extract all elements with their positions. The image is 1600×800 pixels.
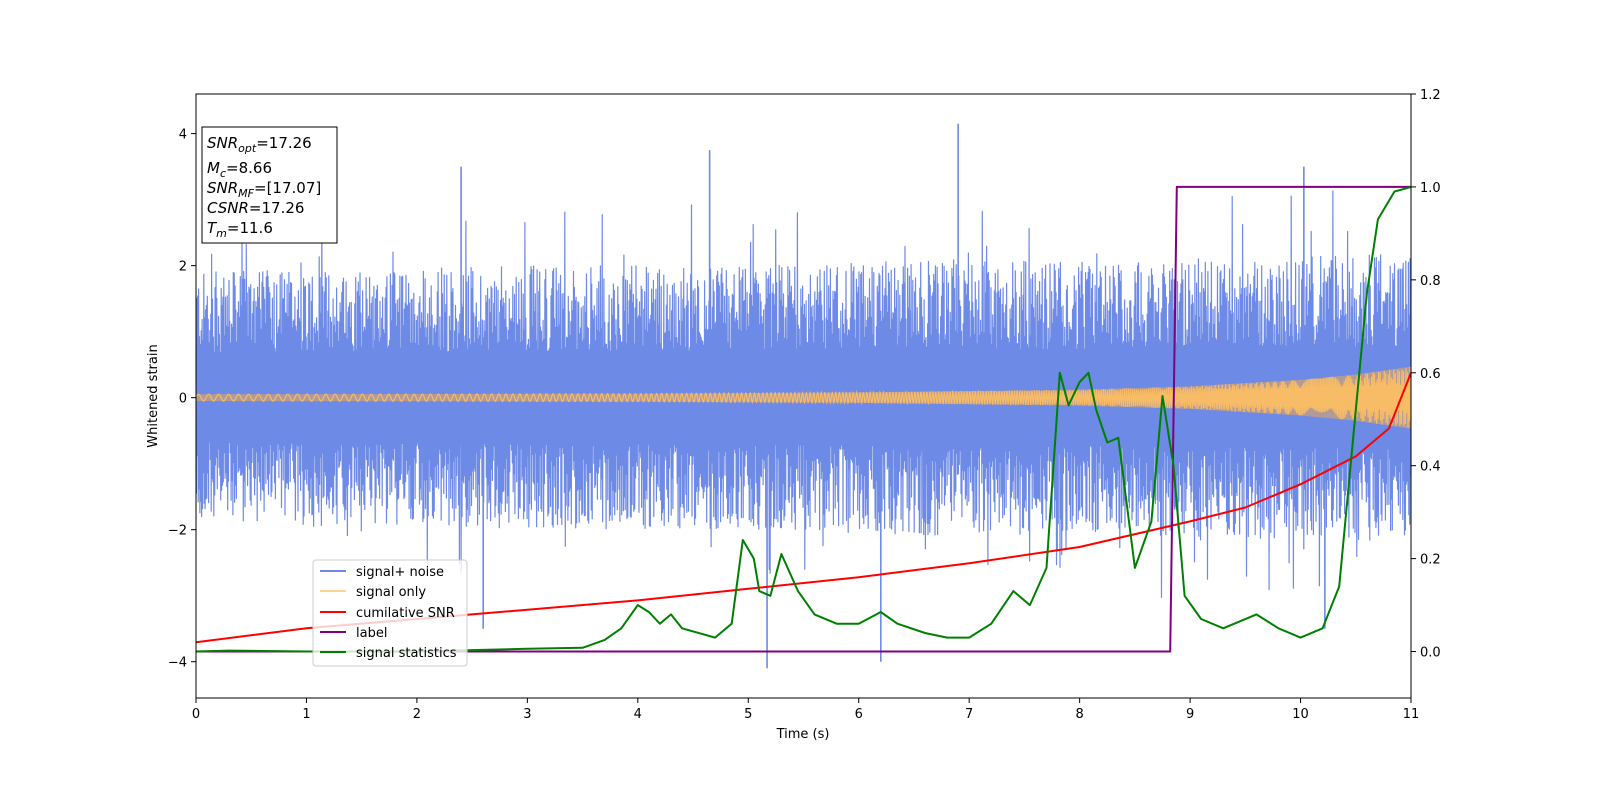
x-tick-label-0: 0 xyxy=(192,707,200,722)
legend-label-cumulative: cumilative SNR xyxy=(356,606,455,621)
series-label xyxy=(196,185,1411,653)
info-tm: Tm=11.6 xyxy=(207,219,273,240)
legend-label-signal: signal only xyxy=(356,585,426,600)
info-mc-sub: c xyxy=(220,167,226,180)
y-tick-label-4: 4 xyxy=(179,128,187,143)
x-tick-label-8: 8 xyxy=(1075,707,1083,722)
legend: signal+ noise signal only cumilative SNR… xyxy=(312,559,468,667)
info-csnr: CSNR=17.26 xyxy=(207,199,304,217)
info-snr-mf-main: SNR xyxy=(207,179,238,197)
info-tm-sub: m xyxy=(216,227,227,240)
x-tick-label-7: 7 xyxy=(965,707,973,722)
legend-label-label: label xyxy=(356,626,387,641)
info-mc: Mc=8.66 xyxy=(207,159,272,180)
legend-frame xyxy=(312,559,468,667)
x-tick-label-4: 4 xyxy=(634,707,642,722)
series-signal-statistics xyxy=(196,185,1411,653)
info-tm-main: T xyxy=(207,219,218,237)
info-snr-mf-value: =[17.07] xyxy=(254,179,321,197)
y-axis-title: Whitened strain xyxy=(146,344,161,447)
x-tick-label-11: 11 xyxy=(1403,707,1420,722)
y-right-tick-label-6: 1.2 xyxy=(1420,88,1441,103)
y-right-tick-label-0: 0.0 xyxy=(1420,646,1441,661)
x-tick-label-1: 1 xyxy=(302,707,310,722)
y-right-tick-label-1: 0.2 xyxy=(1420,553,1441,568)
info-snr-mf: SNRMF=[17.07] xyxy=(207,179,321,200)
legend-label-noise: signal+ noise xyxy=(356,565,444,580)
y-right-tick-label-3: 0.6 xyxy=(1420,367,1441,382)
info-csnr-value: =17.26 xyxy=(249,199,305,217)
x-tick-label-2: 2 xyxy=(413,707,421,722)
x-tick-label-10: 10 xyxy=(1292,707,1309,722)
y-tick-label-1: −2 xyxy=(168,524,187,539)
legend-label-stats: signal statistics xyxy=(356,646,457,661)
series-signal-noise xyxy=(196,190,1411,598)
info-box-frame xyxy=(201,126,338,244)
axes-layer: 0 1 2 3 4 5 6 7 8 9 10 11 −4 −2 0 2 4 0.0 0.2 0.4 0.6 0.8 1.0 1… xyxy=(168,88,1441,722)
info-tm-value: =11.6 xyxy=(227,219,273,237)
x-axis-title: Time (s) xyxy=(776,727,830,742)
y-tick-label-3: 2 xyxy=(179,260,187,275)
y-right-tick-label-2: 0.4 xyxy=(1420,460,1441,475)
info-csnr-main: CSNR xyxy=(207,199,249,217)
y-right-tick-label-4: 0.8 xyxy=(1420,274,1441,289)
info-mc-main: M xyxy=(207,159,220,177)
y-right-tick-label-5: 1.0 xyxy=(1420,181,1441,196)
info-mc-value: =8.66 xyxy=(226,159,272,177)
series-signal-only xyxy=(196,366,1411,428)
info-snr-mf-sub: MF xyxy=(238,187,254,200)
info-box: SNRopt=17.26 Mc=8.66 SNRMF=[17.07] CSNR=… xyxy=(201,126,338,244)
y-tick-label-0: −4 xyxy=(168,656,187,671)
x-tick-label-5: 5 xyxy=(744,707,752,722)
info-snr-opt-sub: opt xyxy=(238,142,257,155)
y-tick-label-2: 0 xyxy=(179,392,187,407)
x-tick-label-3: 3 xyxy=(523,707,531,722)
x-tick-label-9: 9 xyxy=(1186,707,1194,722)
info-snr-opt-main: SNR xyxy=(207,134,238,152)
plot-frame xyxy=(195,93,1412,699)
info-snr-opt-value: =17.26 xyxy=(256,134,312,152)
info-snr-opt: SNRopt=17.26 xyxy=(207,134,312,155)
x-tick-label-6: 6 xyxy=(855,707,863,722)
